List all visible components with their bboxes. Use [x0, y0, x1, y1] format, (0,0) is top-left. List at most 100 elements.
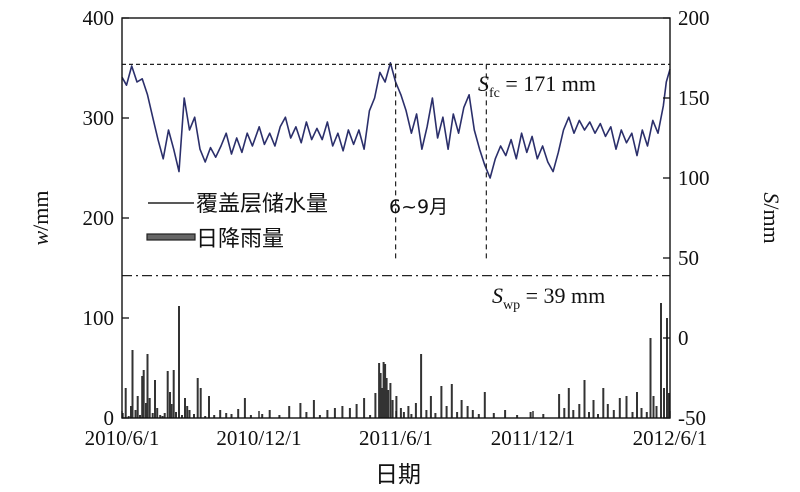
- rainfall-bar: [410, 414, 413, 418]
- rainfall-bar: [381, 388, 384, 418]
- left-tick-label: 200: [83, 206, 115, 230]
- x-tick-label: 2011/6/1: [359, 426, 433, 450]
- rainfall-bar: [407, 406, 410, 418]
- rainfall-bar: [355, 404, 358, 418]
- field-capacity-label: Sfc = 171 mm: [478, 71, 596, 101]
- right-axis-label: S/mm: [759, 192, 784, 243]
- rainfall-bar: [196, 378, 199, 418]
- rainfall-bar: [477, 414, 480, 418]
- rainfall-bar: [395, 396, 398, 418]
- rainfall-bar: [363, 398, 366, 418]
- rainfall-bar: [460, 400, 463, 418]
- rainfall-bar: [318, 415, 321, 418]
- rainfall-bar: [151, 413, 154, 418]
- rainfall-bar: [141, 376, 144, 418]
- left-tick-label: 100: [83, 306, 115, 330]
- right-tick-label: -50: [678, 406, 706, 430]
- rainfall-bar: [299, 403, 302, 418]
- rainfall-bar: [181, 415, 183, 418]
- rainfall-bar: [625, 396, 628, 418]
- legend-label-rainfall: 日降雨量: [196, 227, 284, 252]
- right-tick-label: 200: [678, 6, 710, 30]
- rainfall-bar: [169, 392, 171, 418]
- rainfall-bar: [341, 406, 344, 418]
- left-tick-label: 0: [104, 406, 115, 430]
- rainfall-bar: [618, 398, 621, 418]
- rainfall-bar: [130, 406, 132, 418]
- rainfall-bar: [184, 398, 186, 418]
- rainfall-bar: [288, 406, 291, 418]
- left-tick-label: 400: [83, 6, 115, 30]
- rainfall-bar: [483, 392, 486, 418]
- rainfall-bar: [649, 338, 652, 418]
- rainfall-bar: [399, 408, 402, 418]
- legend-label-storage: 覆盖层储水量: [196, 192, 328, 217]
- rainfall-bar: [597, 414, 599, 418]
- rainfall-bar: [382, 362, 385, 418]
- rainfall-bar: [429, 396, 432, 418]
- rainfall-bar: [261, 414, 264, 418]
- x-tick-label: 2012/6/1: [633, 426, 708, 450]
- rainfall-bar: [567, 388, 570, 418]
- rainfall-bar: [208, 396, 210, 418]
- rainfall-bar: [139, 415, 141, 418]
- rainfall-bar: [471, 410, 474, 418]
- rainfall-bar: [414, 403, 417, 418]
- rainfall-bar: [333, 408, 336, 418]
- rainfall-bar: [389, 383, 392, 418]
- rainfall-bar: [230, 414, 233, 418]
- rainfall-bar: [170, 404, 173, 418]
- rainfall-bar: [161, 416, 164, 418]
- period-annotation-label: 6~9月: [389, 196, 448, 218]
- rainfall-bar: [278, 415, 281, 418]
- rainfall-bar: [154, 380, 156, 418]
- rainfall-bar: [387, 390, 390, 418]
- rainfall-bar: [578, 404, 581, 418]
- rainfall-bar: [219, 410, 222, 418]
- right-tick-label: 0: [678, 326, 689, 350]
- rainfall-bar: [636, 392, 638, 418]
- storage-series-line: [121, 62, 671, 179]
- rainfall-bar: [583, 380, 586, 418]
- rainfall-bar: [127, 416, 130, 418]
- rainfall-bar: [348, 408, 351, 418]
- rainfall-bar: [450, 384, 453, 418]
- rainfall-bar: [606, 404, 609, 418]
- rainfall-bar: [529, 412, 532, 418]
- rainfall-bar: [124, 388, 127, 418]
- rainfall-bar: [193, 414, 195, 418]
- rainfall-bar: [456, 412, 459, 418]
- rainfall-bar: [378, 363, 381, 418]
- rainfall-bar: [492, 413, 495, 418]
- rainfall-bar: [384, 364, 387, 418]
- rainfall-bar: [667, 393, 670, 418]
- rainfall-bar: [504, 410, 507, 418]
- rainfall-bar: [136, 396, 139, 418]
- rainfall-bar: [434, 413, 437, 418]
- rainfall-bar: [268, 410, 271, 418]
- rainfall-bar: [178, 306, 180, 418]
- rainfall-bar: [175, 412, 177, 418]
- rainfall-bar: [146, 354, 149, 418]
- rainfall-bar: [542, 414, 545, 418]
- rainfall-bar: [131, 350, 134, 418]
- rainfall-bar: [558, 394, 561, 418]
- right-tick-label: 150: [678, 86, 710, 110]
- plot-marks: 0 100 200 300 400 -50 0 50 100 150 200 2010/6/1 2010…: [83, 6, 710, 450]
- rainfall-bar: [243, 398, 246, 418]
- rainfall-bar: [663, 388, 665, 418]
- rainfall-bar: [225, 413, 228, 418]
- legend-bar-swatch: [146, 233, 196, 241]
- rainfall-bar: [612, 410, 615, 418]
- rainfall-bar: [402, 412, 405, 418]
- rainfall-bar: [645, 412, 648, 418]
- rainfall-bar: [199, 388, 202, 418]
- rainfall-bar: [249, 415, 252, 418]
- rainfall-bar: [134, 410, 137, 418]
- rainfall-bar: [516, 415, 519, 418]
- rainfall-bar: [640, 408, 643, 418]
- rainfall-bar: [666, 318, 668, 418]
- rainfall-bar: [326, 410, 329, 418]
- rainfall-bar: [305, 412, 308, 418]
